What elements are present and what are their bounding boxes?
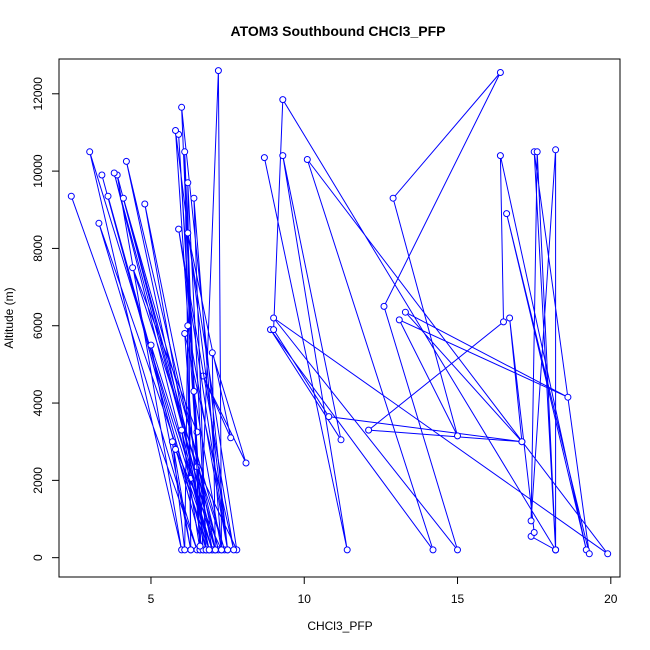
x-tick-label: 20 (604, 592, 618, 606)
data-point (172, 445, 179, 453)
data-point (178, 426, 186, 434)
data-point (178, 103, 186, 111)
data-point (181, 148, 189, 156)
y-tick-label: 10000 (31, 154, 45, 188)
data-point (122, 157, 130, 165)
x-tick-label: 15 (451, 592, 465, 606)
x-axis: 5 10 15 20 (148, 577, 618, 606)
data-point (337, 436, 345, 444)
data-point (279, 152, 287, 160)
data-point (230, 546, 238, 554)
data-point (95, 219, 103, 227)
data-point (564, 393, 572, 401)
data-point (193, 428, 201, 436)
data-point (67, 192, 75, 200)
data-point (141, 200, 149, 208)
y-tick-label: 8000 (31, 235, 45, 262)
data-point (110, 169, 118, 177)
data-point (506, 314, 514, 322)
data-point (175, 225, 183, 233)
data-point (389, 194, 397, 202)
data-point (530, 529, 538, 536)
data-point (218, 546, 225, 554)
data-point (260, 154, 268, 162)
data-point (429, 546, 437, 554)
x-tick-label: 10 (298, 592, 312, 606)
data-point (533, 148, 541, 156)
data-point (187, 546, 195, 554)
data-point (270, 326, 278, 334)
data-point (181, 546, 189, 554)
data-point (395, 316, 403, 324)
y-axis: 0 2000 4000 6000 8000 10000 12000 (31, 77, 59, 561)
data-point (104, 192, 112, 200)
data-point (503, 210, 511, 218)
data-point (184, 179, 192, 187)
y-tick-label: 2000 (31, 467, 45, 494)
data-point (552, 546, 560, 554)
data-point (380, 302, 388, 310)
data-point (119, 194, 127, 202)
data-point (500, 318, 507, 326)
data-point (496, 152, 504, 160)
data-point (184, 322, 192, 330)
data-point (181, 330, 189, 337)
y-tick-label: 4000 (31, 389, 45, 416)
data-point (365, 426, 373, 434)
series-line-1 (70, 70, 247, 551)
data-point (454, 432, 461, 440)
data-point (401, 308, 409, 316)
data-point (242, 459, 250, 467)
data-point (214, 67, 222, 75)
data-point (279, 96, 287, 104)
data-point (208, 349, 216, 357)
data-point (518, 438, 526, 446)
x-tick-label: 5 (148, 592, 155, 606)
data-point (168, 438, 176, 446)
data-point (205, 546, 213, 554)
data-point (196, 542, 204, 550)
data-point (325, 413, 333, 421)
data-point (224, 546, 232, 554)
series-layer (67, 67, 612, 558)
data-point (604, 550, 612, 558)
y-tick-label: 12000 (31, 77, 45, 111)
data-point (454, 546, 461, 554)
data-point (496, 69, 504, 76)
data-point (172, 127, 179, 134)
plot-frame (58, 58, 621, 578)
data-point (343, 546, 351, 554)
data-point (211, 546, 219, 554)
y-tick-label: 6000 (31, 312, 45, 339)
data-point (585, 550, 593, 558)
data-point (527, 517, 535, 525)
x-axis-label: CHCl3_PFP (307, 619, 372, 633)
data-point (270, 314, 278, 322)
chart-title: ATOM3 Southbound CHCl3_PFP (231, 23, 446, 39)
data-point (303, 156, 311, 163)
series-line-2 (101, 174, 235, 551)
data-point (190, 194, 198, 202)
y-axis-label: Altitude (m) (2, 287, 16, 348)
data-point (184, 229, 192, 237)
data-point (147, 341, 155, 349)
data-point (129, 264, 137, 272)
data-point (190, 387, 198, 395)
data-point (552, 146, 560, 154)
data-point (86, 148, 94, 156)
series-line-3 (263, 72, 609, 555)
data-point (227, 434, 235, 442)
data-point (98, 171, 106, 179)
y-tick-label: 0 (31, 554, 45, 561)
